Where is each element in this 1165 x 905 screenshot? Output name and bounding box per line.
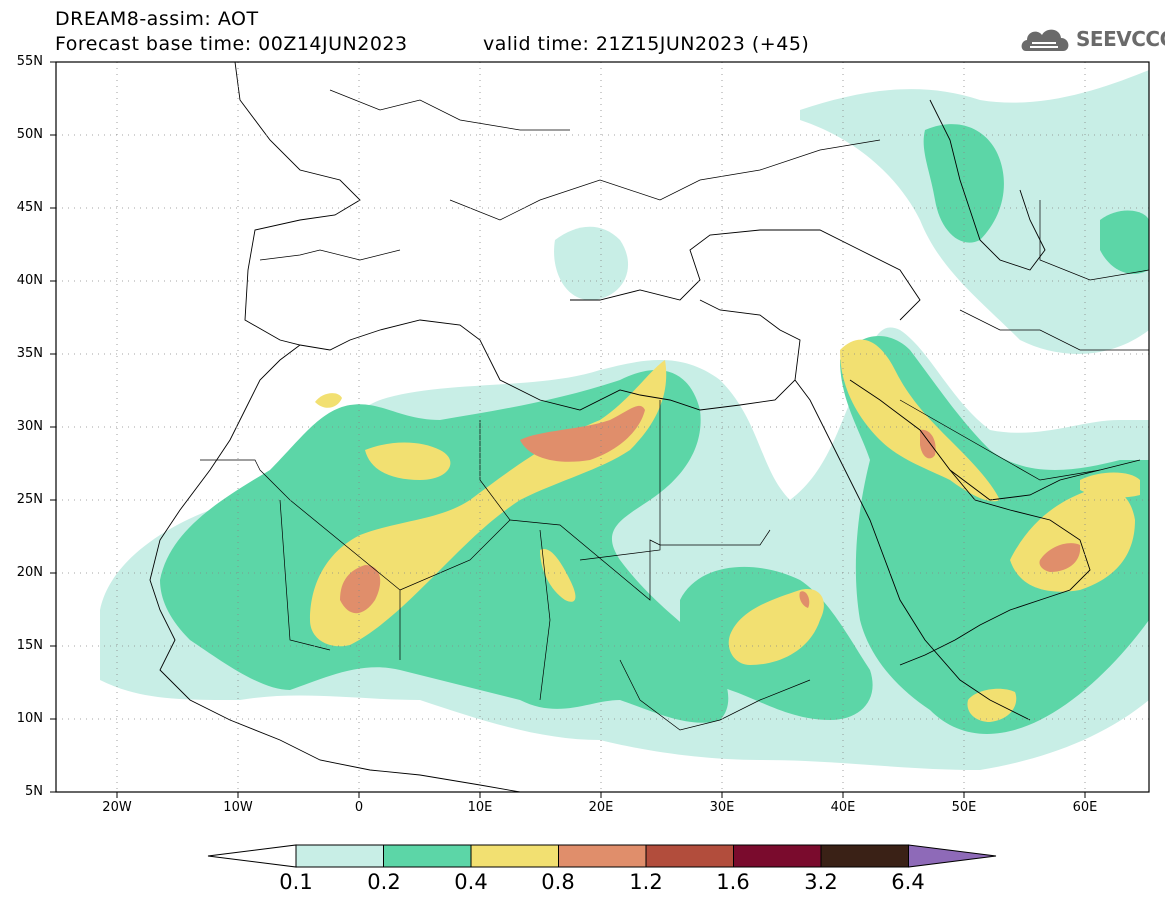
lon-label: 20W xyxy=(102,800,132,815)
lon-label: 30E xyxy=(709,800,735,815)
grid-lines xyxy=(56,62,1149,792)
cloud-icon xyxy=(1021,29,1069,51)
colorbar xyxy=(207,844,997,868)
colorbar-label: 0.1 xyxy=(279,870,313,894)
colorbar-swatch xyxy=(295,844,384,868)
valid-time: valid time: 21Z15JUN2023 (+45) xyxy=(483,33,810,55)
colorbar-label: 1.6 xyxy=(716,870,750,894)
lon-label: 10W xyxy=(223,800,253,815)
map-title: DREAM8-assim: AOT xyxy=(55,8,259,30)
colorbar-high-arrow xyxy=(908,844,997,868)
colorbar-label: 3.2 xyxy=(804,870,838,894)
lon-label: 60E xyxy=(1072,800,1098,815)
country-borders xyxy=(200,89,1149,731)
colorbar-label: 0.2 xyxy=(367,870,401,894)
lat-label: 5N xyxy=(25,784,43,799)
colorbar-swatch xyxy=(383,844,472,868)
colorbar-label: 6.4 xyxy=(891,870,925,894)
colorbar-swatch xyxy=(820,844,909,868)
lat-label: 55N xyxy=(16,54,43,69)
lat-label: 35N xyxy=(16,346,43,361)
colorbar-swatch xyxy=(470,844,559,868)
colorbar-swatch xyxy=(645,844,734,868)
coastlines xyxy=(149,62,1141,792)
lat-label: 40N xyxy=(16,273,43,288)
lat-label: 45N xyxy=(16,200,43,215)
lon-label: 20E xyxy=(588,800,614,815)
colorbar-label: 0.4 xyxy=(454,870,488,894)
aot-shading xyxy=(100,70,1149,770)
lat-label: 20N xyxy=(16,565,43,580)
lat-label: 15N xyxy=(16,638,43,653)
lat-label: 10N xyxy=(16,711,43,726)
lat-label: 25N xyxy=(16,492,43,507)
colorbar-low-arrow xyxy=(207,844,297,868)
colorbar-swatch xyxy=(558,844,647,868)
logo-text: SEEVCCC xyxy=(1076,27,1165,51)
lon-label: 40E xyxy=(830,800,856,815)
lat-label: 50N xyxy=(16,127,43,142)
lon-label: 0 xyxy=(354,800,364,815)
colorbar-swatch xyxy=(733,844,822,868)
lon-label: 10E xyxy=(467,800,493,815)
lat-label: 30N xyxy=(16,419,43,434)
lon-label: 50E xyxy=(951,800,977,815)
seevccc-logo: SEEVCCC xyxy=(1018,23,1165,57)
forecast-base-time: Forecast base time: 00Z14JUN2023 xyxy=(55,33,408,55)
axis-ticks xyxy=(50,61,1086,798)
colorbar-label: 1.2 xyxy=(629,870,663,894)
colorbar-label: 0.8 xyxy=(541,870,575,894)
